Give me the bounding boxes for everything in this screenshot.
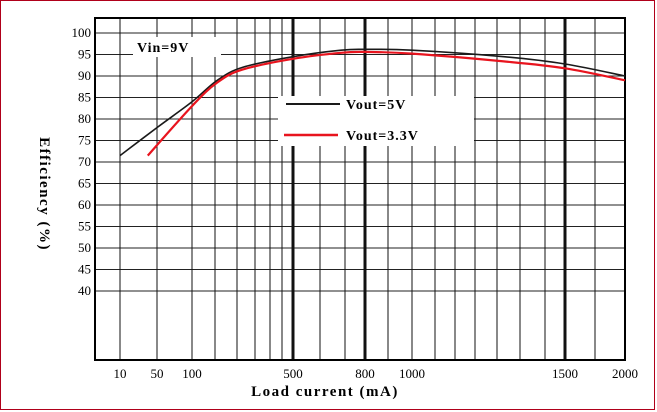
- y-tick-label: 60: [78, 197, 91, 212]
- y-tick-label: 40: [78, 283, 91, 298]
- y-tick-label: 55: [78, 219, 91, 234]
- y-tick-label: 85: [78, 90, 91, 105]
- legend: Vout=5V Vout=3.3V: [278, 96, 474, 146]
- legend-label-vout-5v: Vout=5V: [346, 98, 406, 113]
- vin-annotation: Vin=9V: [137, 41, 189, 56]
- y-tick-label: 100: [72, 25, 92, 40]
- y-tick-label: 50: [78, 240, 91, 255]
- x-tick-label: 1500: [552, 366, 578, 381]
- series-layer: [119, 48, 626, 157]
- x-tick-label: 50: [151, 366, 164, 381]
- x-tick-labels: 10 50 100 500 800 1000 1500 2000: [114, 366, 639, 381]
- y-tick-labels: 40 45 50 55 60 65 70 75 80 85 90 95 100: [72, 25, 92, 298]
- y-tick-label: 90: [78, 68, 91, 83]
- y-tick-label: 65: [78, 176, 91, 191]
- x-tick-label: 100: [182, 366, 202, 381]
- x-tick-label: 800: [355, 366, 375, 381]
- x-tick-label: 10: [114, 366, 127, 381]
- plot-border: [94, 17, 626, 361]
- series-line-vout-5v: [119, 48, 626, 157]
- annotation-box: [133, 37, 221, 57]
- y-axis-label: Efficiency (%): [36, 137, 52, 251]
- x-tick-label: 500: [283, 366, 303, 381]
- legend-label-vout-3v3: Vout=3.3V: [346, 129, 419, 144]
- series-line-vout-3v3: [146, 50, 626, 157]
- x-tick-label: 2000: [612, 366, 638, 381]
- y-tick-label: 45: [78, 262, 91, 277]
- y-tick-label: 70: [78, 154, 91, 169]
- y-tick-label: 95: [78, 47, 91, 62]
- y-tick-label: 80: [78, 111, 91, 126]
- x-axis-label: Load current (mA): [251, 384, 399, 400]
- y-tick-label: 75: [78, 133, 91, 148]
- x-tick-label: 1000: [399, 366, 425, 381]
- grid: [95, 18, 625, 360]
